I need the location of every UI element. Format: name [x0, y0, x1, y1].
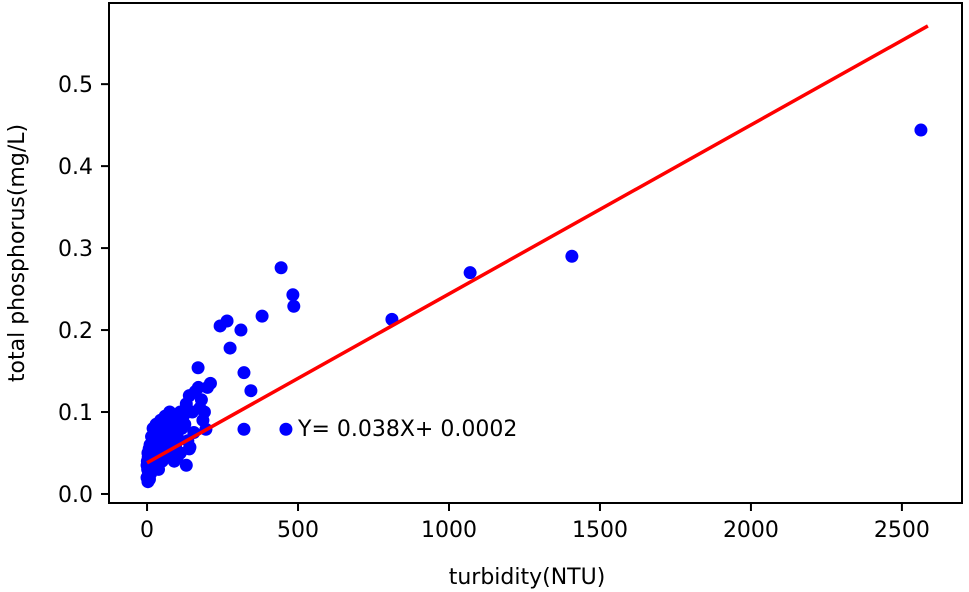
x-tick-label: 1500: [572, 518, 628, 543]
data-point: [463, 266, 477, 280]
x-tick-label: 2000: [723, 518, 779, 543]
data-point: [223, 341, 237, 355]
y-tick-label: 0.1: [58, 401, 93, 426]
data-point: [203, 376, 217, 390]
data-point: [183, 440, 197, 454]
y-tick-label: 0.4: [58, 155, 93, 180]
data-point: [191, 380, 205, 394]
fit-line: [146, 24, 929, 465]
data-point: [244, 384, 258, 398]
x-tick-label: 500: [277, 518, 319, 543]
data-point: [141, 446, 155, 460]
data-point: [220, 314, 234, 328]
y-tick-label: 0.5: [58, 73, 93, 98]
data-point: [286, 288, 300, 302]
y-tick-label: 0.2: [58, 319, 93, 344]
y-axis-label: total phosphorus(mg/L): [5, 124, 30, 382]
data-point: [234, 323, 248, 337]
data-point: [237, 422, 251, 436]
x-tick-label: 2500: [874, 518, 930, 543]
data-point: [274, 261, 288, 275]
data-points: [140, 123, 928, 489]
x-tick-label: 0: [140, 518, 154, 543]
data-point: [237, 366, 251, 380]
data-point: [287, 299, 301, 313]
plot-frame: [108, 2, 963, 504]
data-point: [914, 123, 928, 137]
data-point: [565, 249, 579, 263]
y-axis: 0.0 0.1 0.2 0.3 0.4 0.5: [58, 73, 109, 508]
y-tick-label: 0.0: [58, 483, 93, 508]
x-tick-label: 1000: [421, 518, 477, 543]
data-point: [255, 309, 269, 323]
data-point: [193, 401, 207, 415]
x-axis: 0 500 1000 1500 2000 2500: [140, 503, 930, 543]
x-axis-label: turbidity(NTU): [449, 565, 606, 590]
data-point: [179, 458, 193, 472]
data-point: [178, 417, 192, 431]
y-tick-label: 0.3: [58, 237, 93, 262]
data-point: [163, 405, 177, 419]
data-point: [279, 422, 293, 436]
fit-equation: Y= 0.038X+ 0.0002: [297, 417, 517, 442]
data-point: [191, 361, 205, 375]
